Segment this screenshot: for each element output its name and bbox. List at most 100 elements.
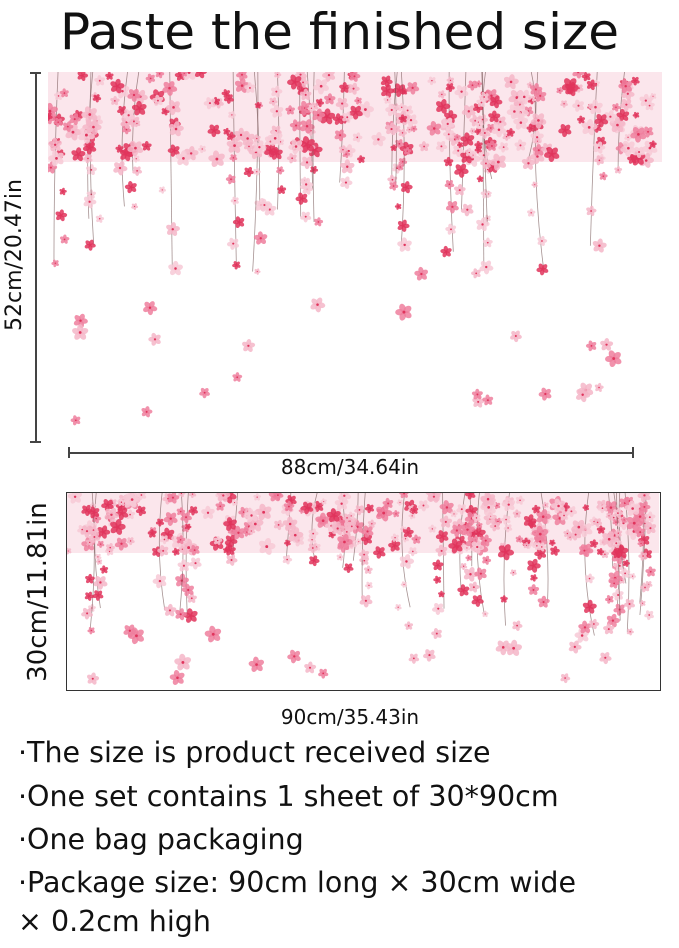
blossom-flower (454, 184, 466, 196)
blossom-flower (534, 138, 541, 145)
blossom-flower (537, 595, 550, 608)
blossom-flower (433, 575, 442, 584)
blossom-flower (166, 222, 180, 236)
blossom-flower (253, 231, 268, 245)
blossom-flower (408, 512, 416, 520)
blossom-flower (143, 301, 158, 316)
blossom-flower (489, 153, 507, 171)
blossom-flower (482, 394, 494, 406)
blossom-flower (289, 119, 302, 132)
blossom-flower (616, 108, 630, 122)
blossom-flower (470, 268, 481, 279)
blossom-flower (360, 533, 373, 546)
blossom-flower (286, 153, 297, 164)
blossom-flower (226, 137, 243, 153)
blossom-flower (348, 82, 360, 95)
blossom-flower (624, 133, 632, 142)
blossom-flower (92, 94, 102, 103)
blossom-flower (622, 559, 630, 567)
blossom-flower (435, 544, 448, 557)
blossom-flower (308, 555, 320, 567)
vine-stem (311, 493, 318, 561)
blossom-flower (97, 525, 111, 539)
blossom-flower (269, 146, 283, 160)
blossom-flower (521, 156, 536, 170)
blossom-flower (614, 529, 623, 538)
blossom-flower (450, 510, 458, 518)
blossom-flower (172, 547, 180, 556)
blossom-flower (400, 181, 413, 194)
blossom-flower (582, 599, 597, 614)
blossom-flower (593, 141, 606, 154)
blossom-flower (549, 539, 556, 547)
blossom-flower (223, 517, 237, 531)
blossom-flower (315, 98, 325, 108)
blossom-flower (498, 142, 509, 153)
blossom-flower (352, 132, 363, 143)
blossom-flower (380, 75, 393, 88)
blossom-flower (589, 539, 599, 548)
blossom-flower (163, 603, 177, 617)
blossom-flower (337, 534, 353, 550)
blossom-flower (626, 514, 643, 532)
blossom-flower (486, 140, 498, 151)
blossom-flower (87, 626, 95, 635)
blossom-flower (97, 540, 105, 548)
blossom-flower (282, 516, 298, 531)
blossom-flower (188, 506, 198, 516)
blossom-flower (199, 387, 210, 399)
blossom-flower (577, 115, 586, 124)
blossom-flower (624, 500, 640, 516)
blossom-flower (397, 102, 407, 112)
blossom-flower (77, 72, 89, 82)
blossom-flower (503, 74, 519, 90)
blossom-flower (87, 506, 100, 519)
blossom-flower (464, 493, 476, 500)
blossom-flower (439, 500, 454, 515)
blossom-flower (471, 388, 483, 400)
blossom-flower (445, 223, 457, 235)
blossom-flower (474, 118, 482, 126)
blossom-flower (454, 133, 461, 141)
blossom-flower (649, 140, 657, 148)
blossom-flower (69, 113, 81, 126)
blossom-flower (645, 566, 656, 577)
blossom-flower (373, 546, 386, 559)
blossom-flower (404, 621, 414, 630)
blossom-flower (592, 238, 607, 253)
blossom-flower (135, 493, 147, 501)
blossom-flower (258, 537, 276, 555)
blossom-flower (400, 581, 408, 588)
blossom-flower (148, 332, 161, 346)
blossom-flower (623, 598, 636, 610)
blossom-flower (527, 584, 540, 596)
blossom-flower (110, 519, 126, 535)
blossom-flower (159, 535, 170, 545)
blossom-flower (168, 260, 183, 276)
blossom-flower (48, 150, 64, 167)
blossom-flower (491, 123, 507, 138)
blossom-flower (589, 618, 600, 630)
installed-width-label: 88cm/34.64in (280, 455, 420, 479)
blossom-flower (443, 156, 454, 167)
blossom-flower (331, 521, 345, 535)
blossom-flower (114, 537, 128, 551)
blossom-flower (176, 535, 186, 545)
blossom-flower (402, 526, 414, 538)
blossom-flower (465, 148, 474, 157)
blossom-flower (86, 119, 102, 135)
blossom-flower (531, 504, 541, 514)
blossom-flower (312, 108, 326, 122)
blossom-flower (208, 150, 225, 168)
blossom-flower (556, 87, 564, 95)
sheet-frame (66, 492, 661, 691)
blossom-flower (612, 103, 621, 112)
blossom-flower (639, 582, 650, 593)
blossom-flower (284, 539, 291, 547)
blossom-flower (581, 72, 591, 82)
blossom-flower (276, 138, 285, 146)
blossom-flower (361, 525, 374, 538)
blossom-flower (500, 514, 511, 525)
blossom-flower (67, 547, 72, 555)
blossom-flower (505, 639, 523, 656)
